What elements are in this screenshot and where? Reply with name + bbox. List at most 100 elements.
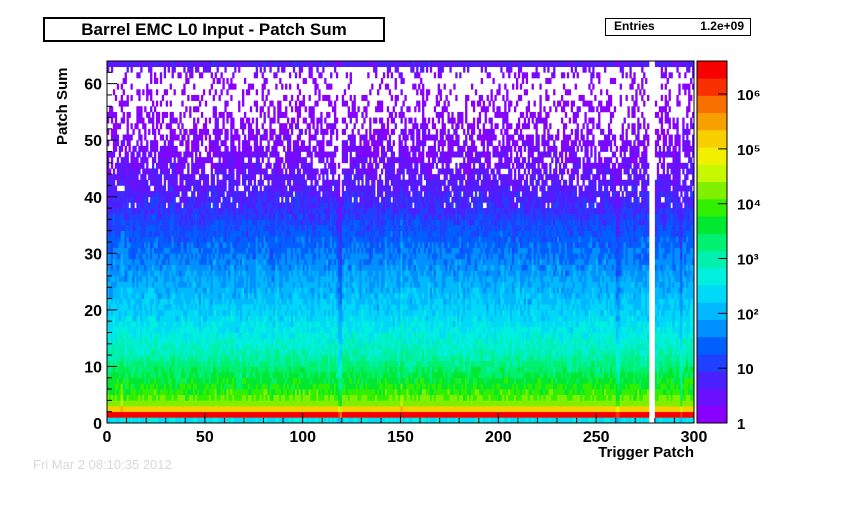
heatmap-cell <box>116 400 120 407</box>
heatmap-cell <box>175 236 178 243</box>
heatmap-cell <box>134 242 137 249</box>
heatmap-cell <box>116 208 120 215</box>
heatmap-cell <box>144 264 147 271</box>
heatmap-cell <box>204 377 208 384</box>
heatmap-cell <box>138 247 141 254</box>
heatmap-cell <box>152 162 155 169</box>
heatmap-cell <box>146 264 149 271</box>
heatmap-cell <box>228 343 231 350</box>
heatmap-cell <box>157 208 161 215</box>
heatmap-cell <box>157 264 161 271</box>
heatmap-cell <box>152 366 155 373</box>
heatmap-cell <box>218 270 221 277</box>
heatmap-cell <box>234 247 237 254</box>
heatmap-cell <box>195 383 198 390</box>
heatmap-cell <box>179 309 182 316</box>
heatmap-cell <box>195 208 198 215</box>
heatmap-cell <box>142 304 145 311</box>
heatmap-cell <box>112 343 116 350</box>
heatmap-cell <box>153 236 157 243</box>
heatmap-cell <box>138 281 141 288</box>
heatmap-cell <box>204 406 208 413</box>
heatmap-cell <box>130 298 133 305</box>
heatmap-cell <box>142 406 145 413</box>
heatmap-cell <box>222 383 225 390</box>
heatmap-cell <box>187 202 190 209</box>
heatmap-cell <box>134 343 137 350</box>
heatmap-cell <box>146 140 149 147</box>
heatmap-cell <box>169 315 172 322</box>
heatmap-cell <box>230 406 233 413</box>
heatmap-cell <box>183 400 186 407</box>
heatmap-cell <box>195 309 198 316</box>
heatmap-cell <box>218 94 221 101</box>
heatmap-cell <box>183 258 186 265</box>
heatmap-cell <box>124 61 127 68</box>
heatmap-cell <box>116 134 120 141</box>
heatmap-cell <box>169 247 172 254</box>
heatmap-cell <box>173 253 176 260</box>
heatmap-cell <box>191 236 194 243</box>
heatmap-cell <box>255 185 259 192</box>
heatmap-cell <box>153 140 157 147</box>
heatmap-cell <box>259 66 262 73</box>
heatmap-cell <box>159 162 163 169</box>
heatmap-cell <box>130 411 133 418</box>
heatmap-cell <box>175 117 178 124</box>
heatmap-cell <box>116 61 120 68</box>
heatmap-cell <box>212 411 215 418</box>
heatmap-cell <box>155 77 159 84</box>
heatmap-cell <box>138 145 141 152</box>
heatmap-cell <box>173 326 176 333</box>
heatmap-cell <box>114 411 118 418</box>
heatmap-cell <box>216 253 219 260</box>
heatmap-cell <box>179 292 182 299</box>
heatmap-cell <box>116 332 120 339</box>
heatmap-cell <box>189 309 192 316</box>
heatmap-cell <box>126 253 129 260</box>
heatmap-cell <box>206 366 210 373</box>
heatmap-cell <box>230 321 233 328</box>
heatmap-cell <box>206 157 210 164</box>
heatmap-cell <box>212 360 215 367</box>
heatmap-cell <box>124 326 127 333</box>
heatmap-cell <box>152 377 155 384</box>
heatmap-cell <box>173 128 176 135</box>
heatmap-cell <box>263 100 266 107</box>
heatmap-cell <box>177 287 180 294</box>
heatmap-cell <box>108 236 112 243</box>
heatmap-cell <box>185 208 188 215</box>
heatmap-cell <box>179 298 182 305</box>
heatmap-cell <box>208 230 212 237</box>
heatmap-cell <box>202 196 206 203</box>
heatmap-cell <box>283 66 286 73</box>
heatmap-cell <box>118 332 122 339</box>
heatmap-cell <box>159 202 163 209</box>
heatmap-cell <box>189 128 192 135</box>
heatmap-cell <box>140 219 143 226</box>
heatmap-cell <box>148 185 151 192</box>
heatmap-cell <box>230 151 233 158</box>
heatmap-cell <box>153 191 157 198</box>
heatmap-cell <box>122 372 125 379</box>
heatmap-cell <box>226 145 229 152</box>
heatmap-cell <box>183 394 186 401</box>
heatmap-cell <box>138 304 141 311</box>
heatmap-cell <box>118 298 122 305</box>
heatmap-cell <box>204 236 208 243</box>
heatmap-cell <box>161 360 165 367</box>
heatmap-cell <box>275 72 278 79</box>
heatmap-cell <box>220 287 223 294</box>
heatmap-cell <box>161 253 165 260</box>
heatmap-cell <box>193 191 196 198</box>
heatmap-cell <box>159 196 163 203</box>
heatmap-cell <box>228 309 231 316</box>
heatmap-cell <box>255 106 259 113</box>
heatmap-cell <box>224 287 227 294</box>
heatmap-cell <box>163 366 167 373</box>
heatmap-cell <box>212 355 215 362</box>
heatmap-cell <box>159 168 163 175</box>
heatmap-cell <box>155 89 159 96</box>
heatmap-cell <box>120 304 124 311</box>
heatmap-cell <box>167 287 170 294</box>
